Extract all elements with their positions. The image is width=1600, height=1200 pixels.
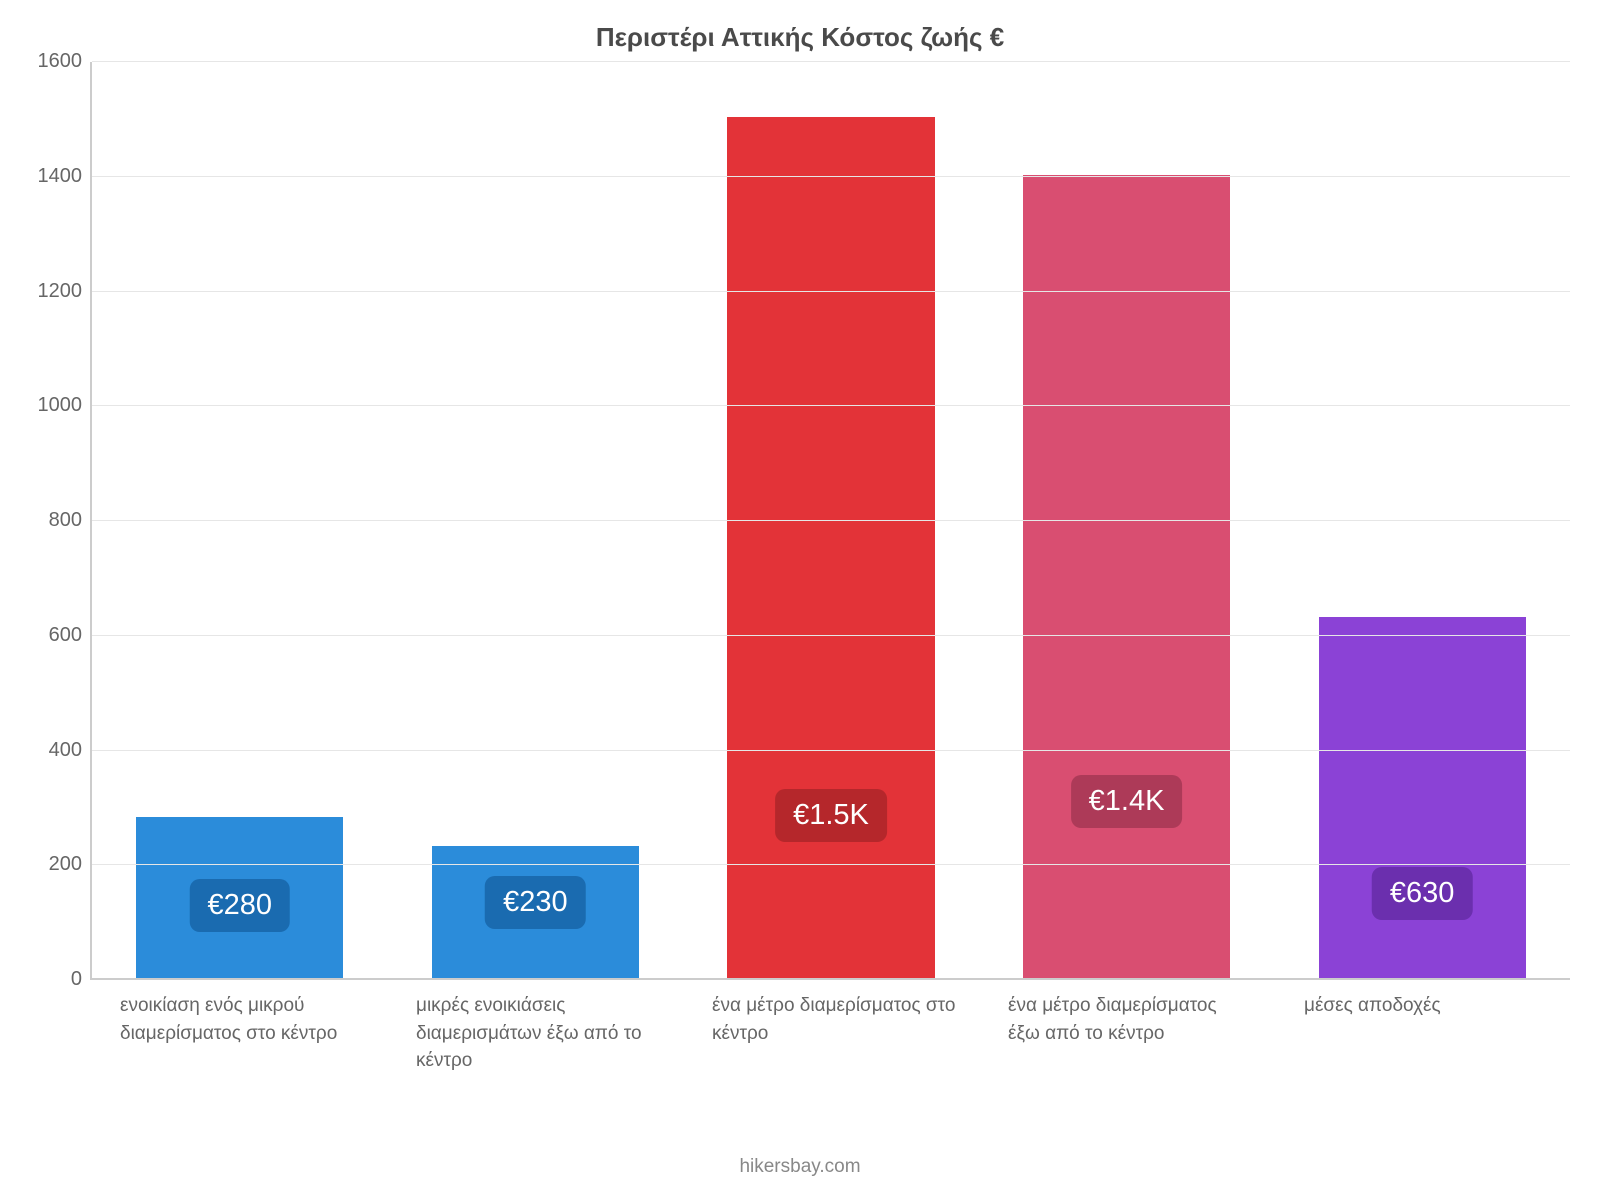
y-tick-label: 1200 [12,280,82,303]
value-badge: €230 [485,876,586,929]
x-tick-label: ένα μέτρο διαμερίσματος έξω από το κέντρ… [978,992,1274,1075]
grid-line [92,176,1570,177]
y-tick-label: 400 [12,739,82,762]
grid-line [92,635,1570,636]
bar: €280 [136,817,343,978]
x-tick-label: ενοικίαση ενός μικρού διαμερίσματος στο … [90,992,386,1075]
chart-container: Περιστέρι Αττικής Κόστος ζωής € €280 €230… [0,0,1600,1200]
x-axis-labels: ενοικίαση ενός μικρού διαμερίσματος στο … [90,992,1570,1075]
x-tick-label: μικρές ενοικιάσεις διαμερισμάτων έξω από… [386,992,682,1075]
footer-attribution: hikersbay.com [0,1156,1600,1178]
value-badge: €630 [1372,867,1473,920]
value-badge: €1.5K [775,789,887,842]
y-tick-label: 800 [12,509,82,532]
value-badge: €1.4K [1071,775,1183,828]
chart-title: Περιστέρι Αττικής Κόστος ζωής € [0,22,1600,53]
grid-line [92,520,1570,521]
grid-line [92,750,1570,751]
x-tick-label: μέσες αποδοχές [1274,992,1570,1075]
bar: €1.5K [727,117,934,978]
y-tick-label: 200 [12,853,82,876]
value-badge: €280 [190,879,291,932]
bar: €1.4K [1023,175,1230,978]
plot-area: €280 €230 €1.5K €1.4K €630 [90,62,1570,980]
grid-line [92,864,1570,865]
y-tick-label: 600 [12,624,82,647]
y-tick-label: 0 [12,968,82,991]
x-tick-label: ένα μέτρο διαμερίσματος στο κέντρο [682,992,978,1075]
y-tick-label: 1400 [12,165,82,188]
grid-line [92,61,1570,62]
y-tick-label: 1000 [12,394,82,417]
y-tick-label: 1600 [12,50,82,73]
bar: €630 [1319,617,1526,978]
bar: €230 [432,846,639,978]
grid-line [92,405,1570,406]
grid-line [92,291,1570,292]
